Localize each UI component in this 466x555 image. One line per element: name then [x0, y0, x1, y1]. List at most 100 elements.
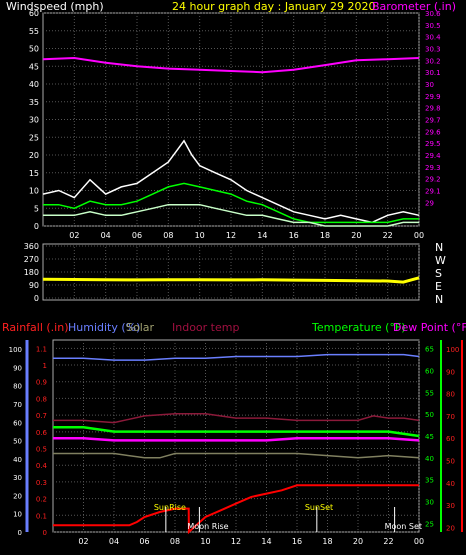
indoor-tick-label: 80	[446, 391, 455, 399]
rain-tick-label: 0.4	[36, 462, 48, 470]
bottom-x-tick-label: 18	[322, 537, 332, 546]
humidity-tick-label: 10	[13, 511, 22, 519]
top-wind-tick-label: 55	[29, 27, 39, 36]
top-wind-tick-label: 15	[29, 169, 39, 178]
series-wind-gust	[43, 182, 419, 224]
rain-tick-label: 0.8	[36, 395, 47, 403]
bottom-x-tick-label: 00	[414, 537, 424, 546]
rain-tick-label: 1	[43, 362, 47, 370]
bottom-series	[53, 353, 420, 535]
annotation-label: Moon Rise	[187, 522, 228, 531]
humidity-tick-label: 60	[13, 419, 22, 427]
indoor-tick-label: 20	[446, 525, 455, 533]
top-baro-tick-label: 30.6	[425, 10, 441, 18]
top-baro-tick-label: 30.2	[425, 57, 441, 65]
bottom-x-tick-label: 04	[109, 537, 119, 546]
compass-label: W	[435, 254, 446, 267]
temp-tick-label: 25	[425, 520, 434, 528]
top-baro-tick-label: 30.4	[425, 34, 441, 42]
compass-label: E	[435, 280, 442, 293]
middle-grid	[43, 244, 420, 300]
bottom-x-tick-label: 06	[139, 537, 149, 546]
middle-dir-tick-label: 0	[34, 294, 39, 303]
top-baro-tick-label: 29.6	[425, 128, 441, 136]
humidity-tick-label: 80	[13, 383, 22, 391]
temp-tick-label: 30	[425, 498, 434, 506]
compass-label: N	[435, 293, 443, 306]
top-baro-tick-label: 29.3	[425, 164, 441, 172]
middle-dir-tick-label: 180	[24, 268, 39, 277]
middle-series	[42, 276, 420, 284]
rain-tick-label: 0.6	[36, 429, 48, 437]
top-x-tick-label: 08	[163, 231, 173, 240]
bottom-axes: 0 0.1 0.2 0.3 0.4 0.5 0.6 0.7 0.8 0.9 1 1.1 0 10 20 30 4…	[9, 340, 463, 546]
top-wind-tick-label: 0	[34, 222, 39, 231]
indoor-tick-label: 30	[446, 502, 455, 510]
series-barometer	[42, 56, 420, 74]
wind-axis-label: Windspeed (mph)	[6, 0, 104, 13]
bottom-x-tick-label: 14	[261, 537, 271, 546]
top-series	[42, 56, 420, 227]
top-baro-tick-label: 29.2	[425, 176, 441, 184]
top-baro-tick-label: 29.1	[425, 188, 441, 196]
series-wind-direction	[42, 276, 420, 284]
bottom-x-tick-label: 12	[231, 537, 241, 546]
top-baro-tick-label: 29.4	[425, 152, 441, 160]
top-x-tick-label: 00	[414, 231, 424, 240]
series-indoor-temp	[53, 412, 420, 424]
top-x-tick-label: 16	[289, 231, 299, 240]
top-x-tick-label: 06	[132, 231, 142, 240]
humidity-tick-label: 30	[13, 474, 22, 482]
top-x-tick-label: 02	[69, 231, 79, 240]
bottom-x-tick-label: 10	[200, 537, 210, 546]
top-x-tick-label: 12	[226, 231, 236, 240]
chart-title: 24 hour graph day : January 29 2020	[172, 0, 376, 13]
top-axes: 0 5 10 15 20 25 30 35 40 45 50 55 60 02 04 06 08 10 12 14 16…	[29, 9, 441, 240]
rain-tick-label: 0.3	[36, 479, 47, 487]
top-baro-tick-label: 29.8	[425, 105, 441, 113]
top-wind-tick-label: 40	[29, 80, 39, 89]
barometer-axis-label: Barometer (.in)	[372, 0, 456, 13]
series-windspeed	[42, 139, 420, 224]
bottom-x-tick-label: 08	[170, 537, 180, 546]
top-wind-tick-label: 30	[29, 116, 39, 125]
indoor-tick-label: 60	[446, 435, 455, 443]
series-rainfall	[53, 484, 419, 535]
top-wind-tick-label: 45	[29, 62, 39, 71]
rain-tick-label: 1.1	[36, 345, 47, 353]
annotation-label: SunRise	[154, 503, 186, 512]
top-wind-tick-label: 20	[29, 151, 39, 160]
top-x-tick-label: 10	[195, 231, 205, 240]
humidity-tick-label: 20	[13, 492, 22, 500]
rain-tick-label: 0.5	[36, 446, 47, 454]
indoor-tick-label: 40	[446, 480, 455, 488]
top-x-tick-label: 20	[351, 231, 361, 240]
rain-tick-label: 0.9	[36, 379, 47, 387]
temp-tick-label: 65	[425, 346, 434, 354]
middle-dir-tick-label: 90	[29, 281, 39, 290]
rain-tick-label: 0	[43, 529, 47, 537]
series-humidity	[53, 353, 420, 361]
top-x-tick-label: 22	[383, 231, 393, 240]
rain-tick-label: 0.7	[36, 412, 47, 420]
top-wind-tick-label: 5	[34, 204, 39, 213]
bottom-x-tick-label: 22	[383, 537, 393, 546]
top-baro-tick-label: 30	[425, 81, 434, 89]
rain-tick-label: 0.2	[36, 496, 47, 504]
temp-tick-label: 55	[425, 389, 434, 397]
legend-humidity: Humidity (%)	[68, 321, 140, 334]
top-wind-tick-label: 50	[29, 45, 39, 54]
middle-dir-tick-label: 270	[24, 255, 39, 264]
legend-dew-point: Dew Point (°F)	[393, 321, 466, 334]
humidity-tick-label: 100	[9, 346, 22, 354]
top-baro-tick-label: 30.3	[425, 46, 441, 54]
top-wind-tick-label: 25	[29, 133, 39, 142]
temp-tick-label: 50	[425, 411, 434, 419]
top-wind-tick-label: 60	[29, 9, 39, 18]
series-dew-point	[53, 436, 420, 442]
humidity-tick-label: 0	[18, 529, 22, 537]
series-temperature	[53, 426, 420, 438]
temp-tick-label: 35	[425, 477, 434, 485]
indoor-tick-label: 50	[446, 458, 455, 466]
